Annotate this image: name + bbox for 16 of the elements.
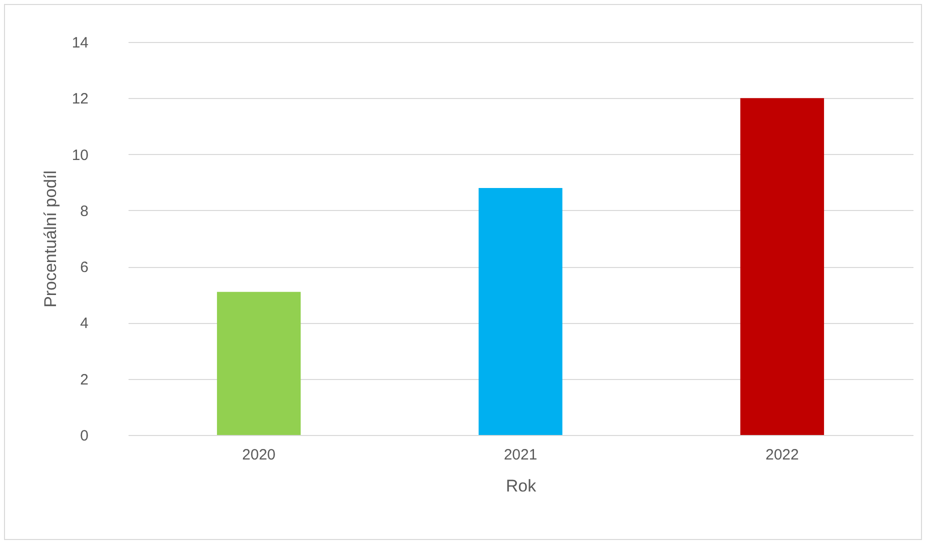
bar [478, 188, 562, 435]
x-axis-title: Rok [506, 476, 537, 496]
y-tick-label: 10 [72, 146, 88, 164]
y-tick-label: 6 [80, 259, 88, 276]
y-tick-label: 12 [72, 90, 88, 108]
x-tick-label: 2020 [242, 446, 276, 464]
y-tick-label: 8 [80, 202, 88, 220]
bar [740, 98, 824, 435]
x-tick-label: 2021 [504, 446, 538, 464]
y-tick-label: 2 [80, 371, 88, 388]
y-tick-label: 4 [80, 315, 88, 332]
y-tick-label: 0 [80, 428, 88, 444]
x-tick-label: 2022 [765, 446, 799, 464]
bar [216, 292, 301, 435]
y-tick-label: 14 [72, 34, 88, 52]
y-axis-title: Procentuální podíl [40, 170, 60, 308]
